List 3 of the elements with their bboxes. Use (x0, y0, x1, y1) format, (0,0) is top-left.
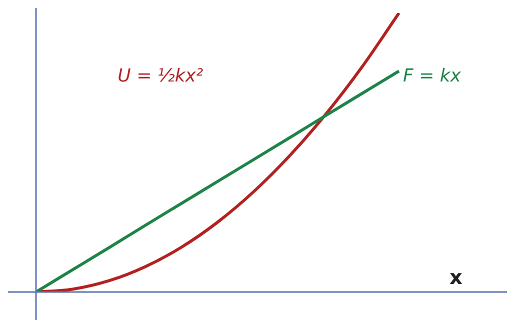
series-label: F = kx (403, 66, 462, 87)
x-axis-title: x (450, 265, 463, 290)
text: U = ½kx² (118, 66, 204, 87)
